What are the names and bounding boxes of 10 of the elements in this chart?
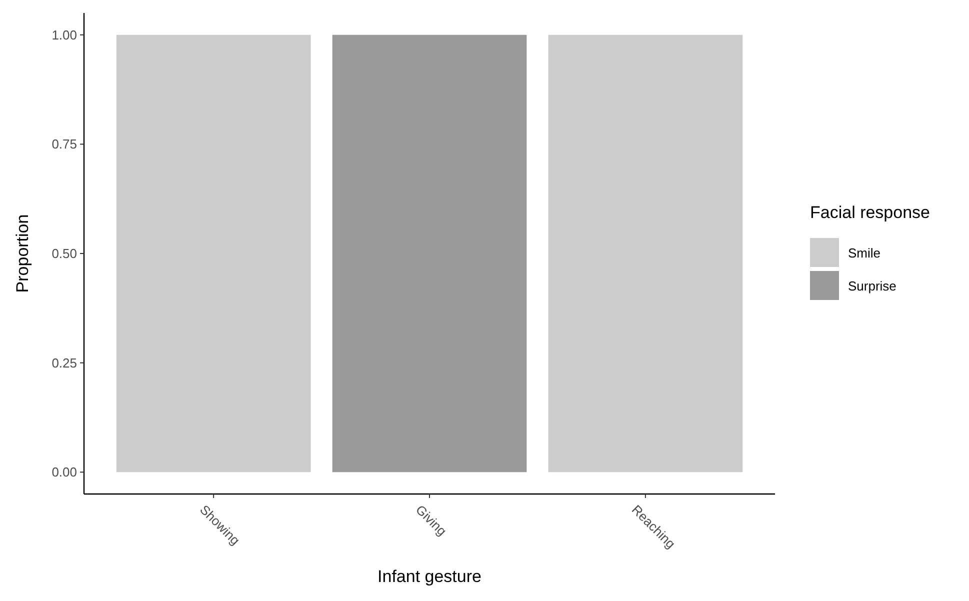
x-axis-title: Infant gesture bbox=[378, 567, 482, 586]
y-tick-label: 0.25 bbox=[52, 355, 77, 370]
legend-label: Surprise bbox=[848, 278, 896, 294]
y-axis-title: Proportion bbox=[13, 214, 32, 293]
legend-label: Smile bbox=[848, 246, 881, 261]
y-tick-label: 0.50 bbox=[52, 246, 77, 262]
y-tick-label: 0.00 bbox=[52, 464, 77, 480]
legend-title: Facial response bbox=[810, 203, 930, 222]
y-tick-label: 1.00 bbox=[52, 27, 77, 42]
y-tick-label: 0.75 bbox=[52, 136, 77, 152]
